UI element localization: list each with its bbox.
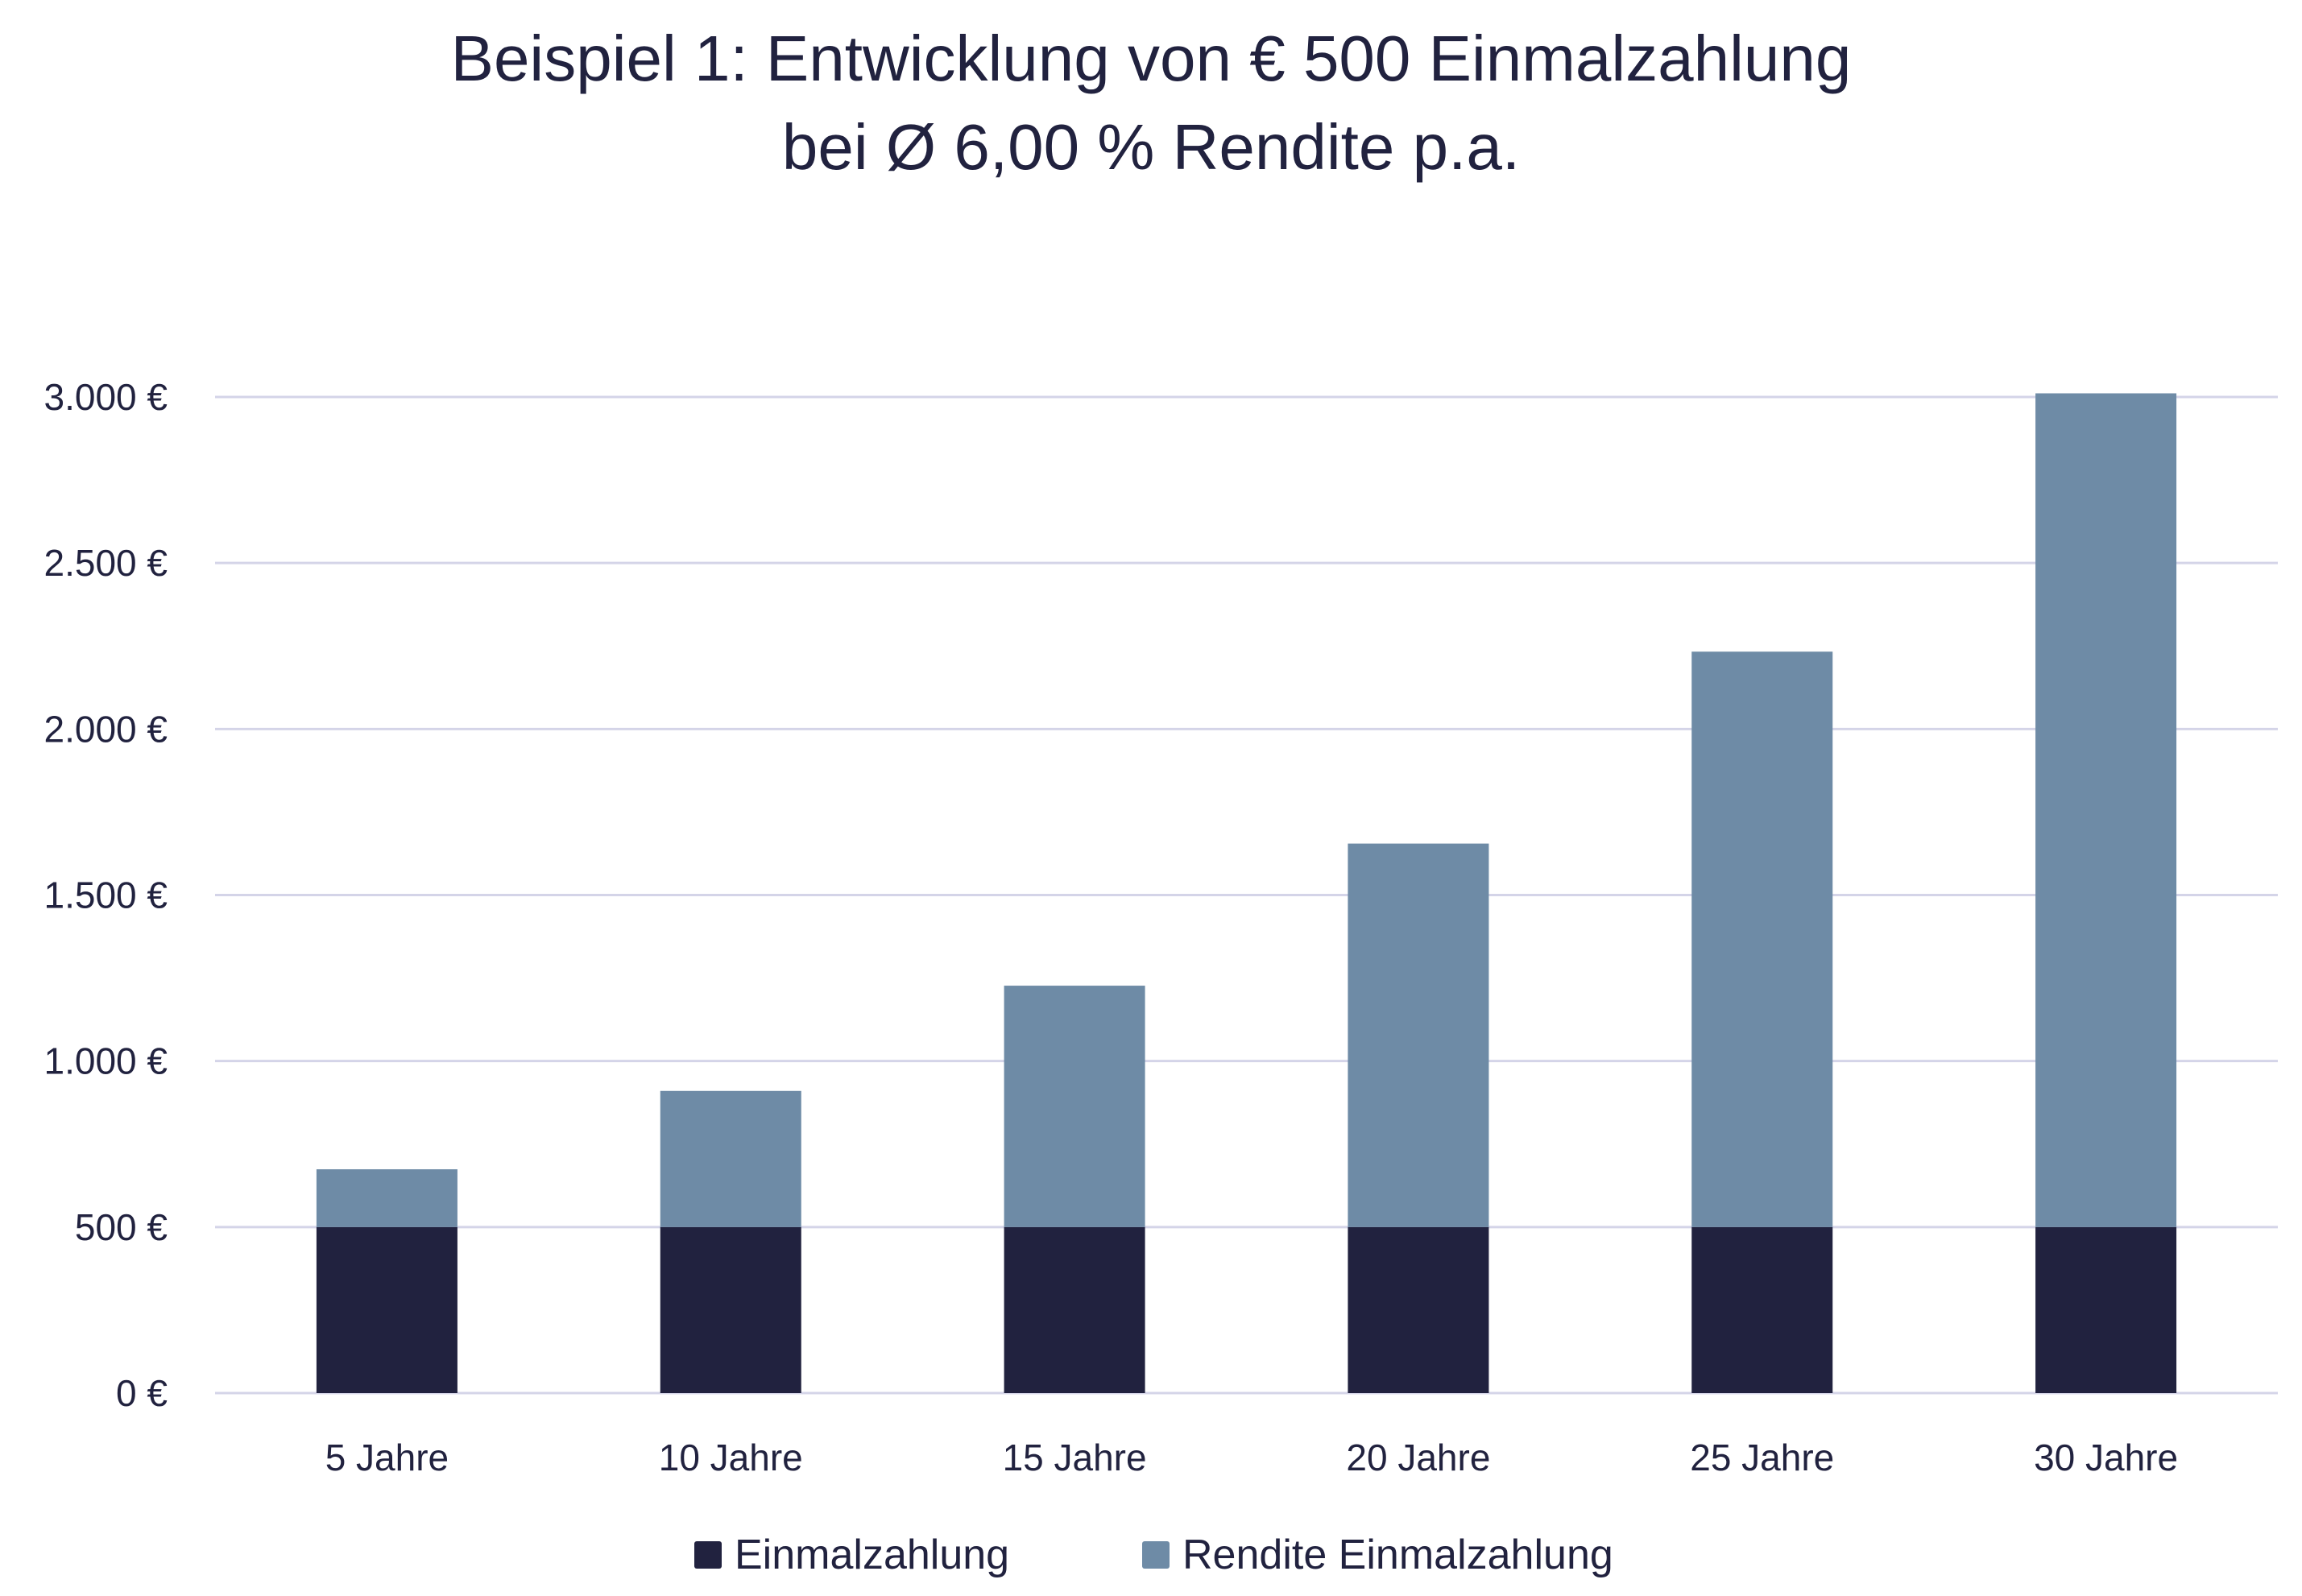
bar-einmalzahlung (660, 1226, 801, 1393)
y-axis-tick-labels: 0 € 500 € 1.000 € 1.500 € 2.000 € 2.500 € 3.00… (44, 376, 168, 1414)
chart-title-line-1: Beispiel 1: Entwicklung von € 500 Einmal… (451, 23, 1852, 94)
bar-einmalzahlung (1691, 1226, 1833, 1393)
bar-rendite (660, 1090, 801, 1227)
x-tick-label: 20 Jahre (1346, 1437, 1490, 1478)
bar-einmalzahlung (316, 1226, 458, 1393)
bar-rendite (1691, 651, 1833, 1227)
x-tick-label: 5 Jahre (325, 1437, 449, 1478)
y-tick-label: 1.500 € (44, 874, 168, 916)
bar-rendite (2035, 393, 2177, 1227)
bar-einmalzahlung (1004, 1226, 1145, 1393)
x-tick-label: 25 Jahre (1690, 1437, 1834, 1478)
bar-rendite (316, 1169, 458, 1227)
y-tick-label: 2.000 € (44, 708, 168, 750)
y-tick-label: 1.000 € (44, 1040, 168, 1082)
legend: Einmalzahlung Rendite Einmalzahlung (694, 1532, 1613, 1578)
legend-label-rendite: Rendite Einmalzahlung (1182, 1532, 1613, 1578)
x-tick-label: 30 Jahre (2034, 1437, 2178, 1478)
y-tick-label: 3.000 € (44, 376, 168, 418)
legend-label-einmalzahlung: Einmalzahlung (735, 1532, 1009, 1578)
gridlines (215, 395, 2278, 1395)
bar-rendite (1348, 843, 1489, 1227)
bar-einmalzahlung (2035, 1226, 2177, 1393)
y-tick-label: 2.500 € (44, 542, 168, 584)
x-tick-label: 10 Jahre (659, 1437, 803, 1478)
chart-title-line-2: bei Ø 6,00 % Rendite p.a. (782, 111, 1520, 183)
x-axis-tick-labels: 5 Jahre 10 Jahre 15 Jahre 20 Jahre 25 Jahre 3… (325, 1437, 2178, 1478)
bar-einmalzahlung (1348, 1226, 1489, 1393)
x-tick-label: 15 Jahre (1003, 1437, 1147, 1478)
legend-swatch-rendite (1142, 1541, 1170, 1569)
bars (316, 393, 2177, 1393)
bar-rendite (1004, 986, 1145, 1227)
y-tick-label: 500 € (75, 1206, 168, 1248)
legend-swatch-einmalzahlung (694, 1541, 722, 1569)
y-tick-label: 0 € (116, 1372, 168, 1414)
